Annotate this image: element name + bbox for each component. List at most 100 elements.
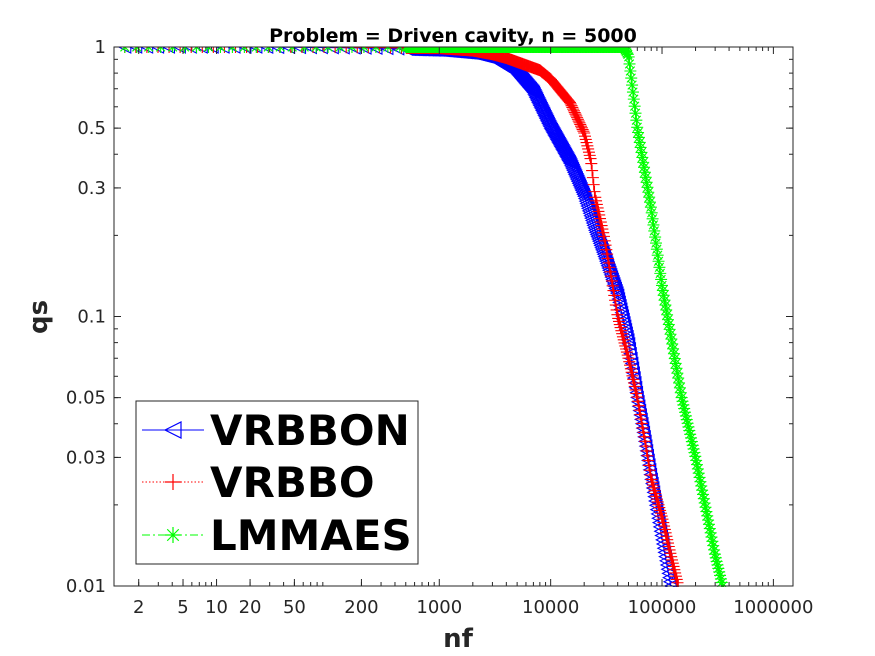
marker-asterisk: [632, 131, 645, 144]
marker-asterisk: [626, 86, 639, 99]
marker-triangle: [570, 174, 585, 189]
y-tick-label: 0.3: [77, 178, 106, 199]
marker-plus: [641, 449, 654, 462]
marker-asterisk: [685, 435, 698, 448]
marker-plus: [660, 530, 673, 543]
x-tick-label: 50: [283, 597, 306, 618]
x-tick-label: 20: [239, 597, 262, 618]
marker-asterisk: [649, 231, 662, 244]
marker-plus: [645, 473, 658, 486]
marker-plus: [652, 498, 665, 511]
marker-plus: [619, 339, 632, 352]
marker-plus: [670, 573, 683, 586]
marker-triangle: [613, 302, 628, 317]
marker-asterisk: [696, 484, 709, 497]
marker-triangle: [545, 125, 560, 140]
marker-triangle: [237, 47, 252, 54]
marker-asterisk: [642, 186, 655, 199]
marker-asterisk: [632, 126, 645, 139]
marker-asterisk: [692, 467, 705, 480]
marker-asterisk: [702, 514, 715, 527]
marker-plus: [240, 47, 253, 53]
marker-asterisk: [651, 249, 664, 262]
marker-triangle: [552, 138, 567, 152]
marker-asterisk: [678, 402, 691, 415]
marker-plus: [646, 476, 659, 489]
marker-asterisk: [689, 450, 702, 463]
marker-triangle: [556, 145, 571, 159]
marker-plus: [140, 47, 153, 53]
marker-asterisk: [699, 501, 712, 514]
marker-plus: [129, 47, 142, 53]
x-tick-label: 10000: [522, 597, 579, 618]
marker-triangle: [610, 288, 625, 303]
marker-plus: [568, 106, 581, 119]
marker-triangle: [564, 160, 579, 174]
marker-triangle: [565, 161, 580, 176]
marker-asterisk: [711, 558, 724, 571]
marker-plus: [571, 111, 584, 124]
marker-plus: [618, 336, 631, 349]
marker-triangle: [570, 172, 584, 187]
marker-plus: [587, 178, 600, 191]
marker-plus: [295, 47, 308, 53]
marker-asterisk: [682, 420, 695, 433]
marker-plus: [639, 435, 652, 448]
marker-plus: [669, 566, 682, 579]
marker-plus: [659, 526, 672, 539]
marker-triangle: [553, 139, 568, 154]
marker-plus: [572, 115, 585, 128]
marker-plus: [665, 553, 678, 566]
marker-asterisk: [697, 492, 710, 505]
marker-triangle: [651, 511, 665, 526]
marker-plus: [650, 493, 663, 506]
marker-plus: [639, 440, 652, 453]
marker-triangle: [569, 170, 584, 185]
marker-plus: [615, 324, 628, 337]
marker-plus: [605, 270, 618, 283]
marker-asterisk: [667, 342, 680, 355]
marker-plus: [607, 284, 620, 297]
marker-plus: [284, 47, 297, 53]
marker-plus: [621, 349, 634, 362]
marker-plus: [665, 550, 678, 563]
marker-plus: [662, 537, 675, 550]
marker-asterisk: [631, 121, 644, 134]
y-tick-label: 1: [95, 37, 106, 58]
marker-asterisk: [687, 442, 700, 455]
marker-asterisk: [690, 454, 703, 467]
marker-plus: [620, 343, 633, 356]
marker-asterisk: [653, 261, 666, 274]
marker-plus: [575, 121, 588, 134]
marker-plus: [583, 149, 596, 162]
marker-plus: [667, 560, 680, 573]
marker-asterisk: [686, 439, 699, 452]
marker-triangle: [623, 346, 637, 361]
marker-asterisk: [165, 527, 181, 543]
marker-asterisk: [681, 417, 694, 430]
marker-asterisk: [660, 303, 673, 316]
y-axis: 0.01 0.03 0.05 0.1 0.3 0.5 1: [66, 37, 793, 597]
marker-plus: [620, 346, 633, 359]
marker-triangle: [557, 146, 572, 161]
marker-asterisk: [705, 531, 718, 544]
marker-plus: [584, 152, 597, 165]
marker-asterisk: [667, 347, 680, 360]
marker-triangle: [607, 279, 622, 294]
marker-triangle: [183, 47, 197, 54]
marker-asterisk: [714, 569, 727, 582]
marker-asterisk: [646, 212, 659, 225]
marker-asterisk: [641, 181, 654, 194]
marker-plus: [567, 104, 580, 117]
marker-plus: [662, 540, 675, 553]
marker-asterisk: [673, 376, 686, 389]
marker-plus: [655, 510, 668, 523]
marker-asterisk: [637, 156, 650, 169]
marker-asterisk: [647, 218, 660, 231]
marker-triangle: [649, 502, 664, 517]
marker-plus: [578, 130, 591, 143]
marker-asterisk: [644, 196, 657, 209]
marker-asterisk: [630, 114, 643, 127]
marker-plus: [578, 126, 591, 139]
marker-asterisk: [688, 446, 701, 459]
